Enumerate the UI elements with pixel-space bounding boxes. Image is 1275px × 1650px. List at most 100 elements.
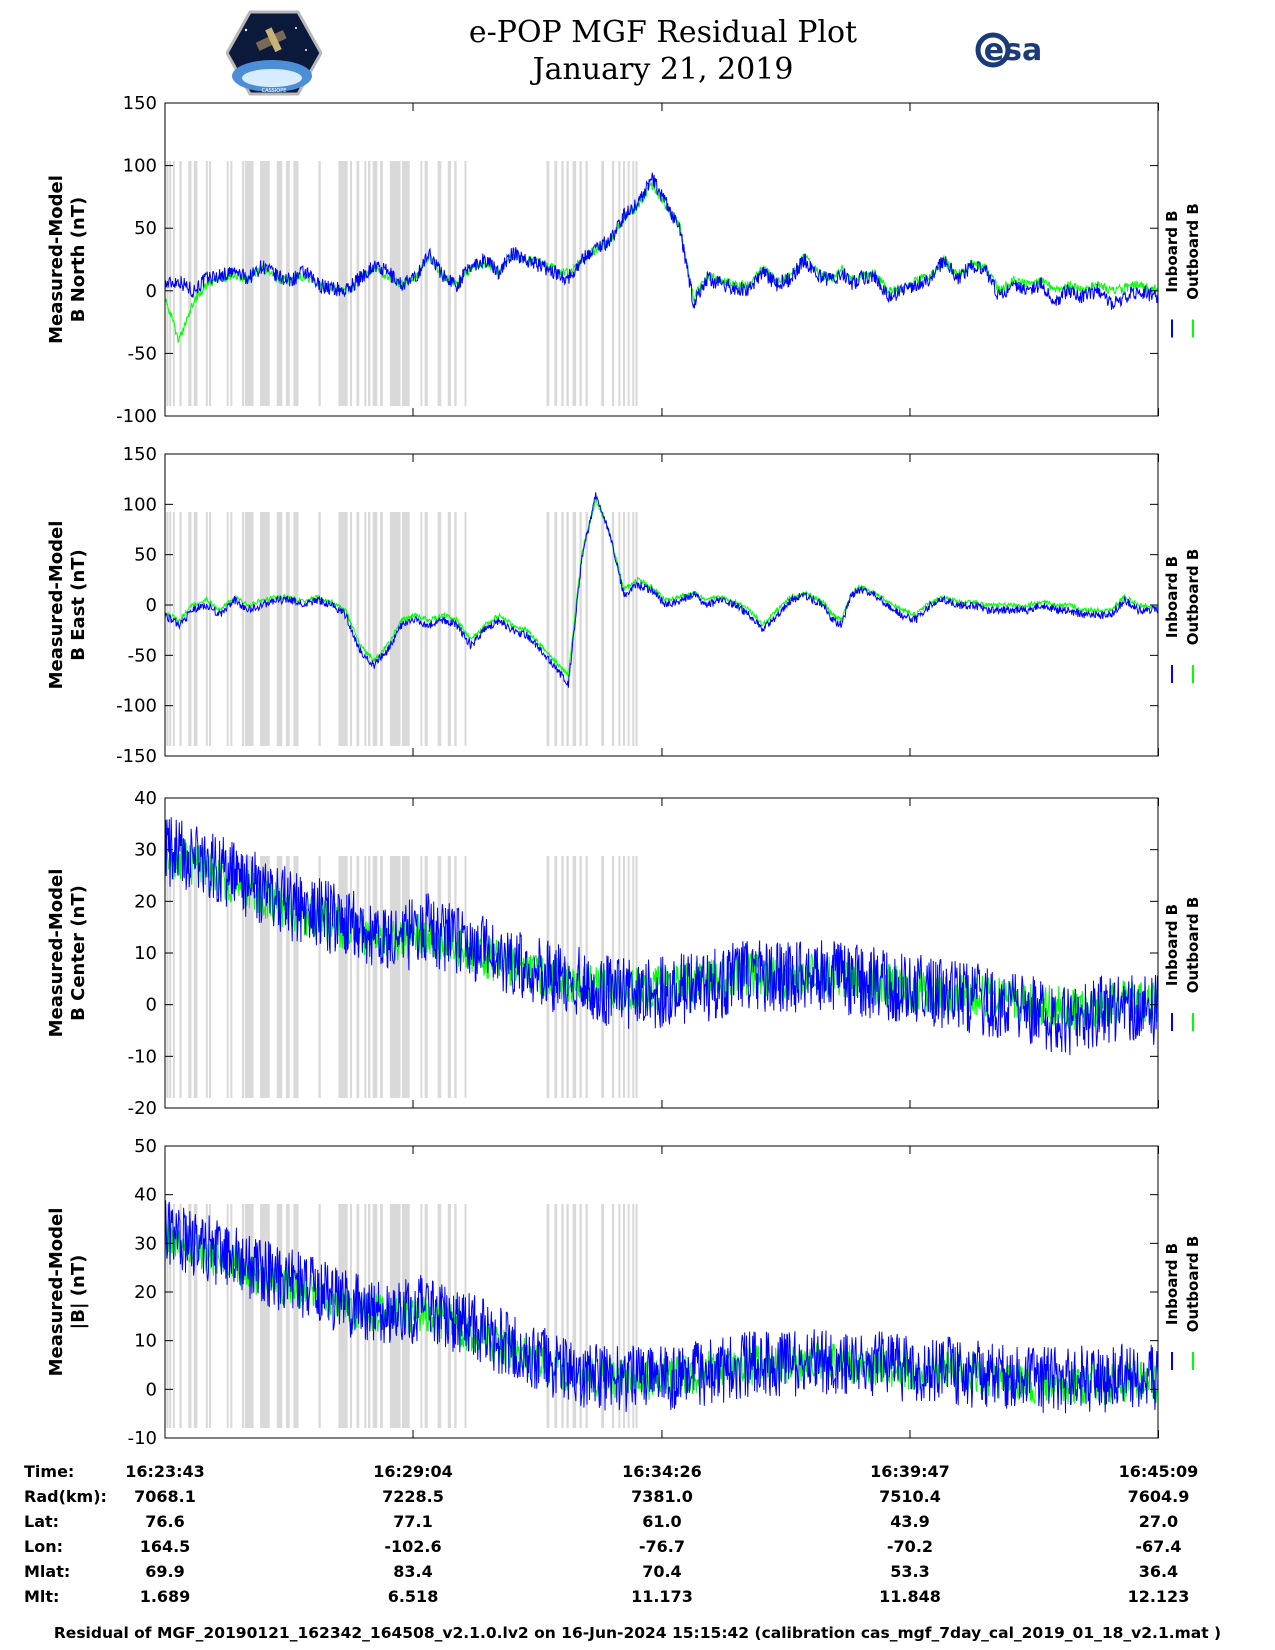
info-cell: 6.518: [387, 1587, 439, 1606]
data-gap-band: [172, 1204, 175, 1428]
y-tick-label: -50: [128, 645, 157, 666]
data-gap-band: [623, 512, 626, 746]
y-tick-label: 100: [123, 156, 157, 177]
data-gap-band: [356, 856, 360, 1098]
info-cell: 76.6: [145, 1512, 185, 1531]
legend-outboard-label: Outboard B: [1184, 1236, 1202, 1333]
data-gap-band: [632, 856, 635, 1098]
data-gap-band: [368, 512, 371, 746]
data-gap-band: [338, 1204, 348, 1428]
data-gap-band: [579, 161, 582, 406]
data-gap-band: [635, 512, 638, 746]
data-gap-band: [554, 1204, 558, 1428]
info-row-label: Mlat:: [24, 1562, 71, 1581]
info-cell: -70.2: [886, 1537, 934, 1556]
data-gap-band: [372, 161, 378, 406]
y-tick-label: 150: [123, 93, 157, 114]
data-gap-band: [424, 161, 428, 406]
data-gap-band: [561, 512, 564, 746]
data-gap-band: [554, 512, 558, 746]
data-gap-band: [618, 512, 621, 746]
data-gap-band: [226, 512, 229, 746]
y-tick-label: 20: [134, 1282, 157, 1303]
data-gap-band: [356, 512, 360, 746]
info-cell: 83.4: [393, 1562, 433, 1581]
info-cell: 1.689: [139, 1587, 191, 1606]
data-gap-band: [566, 512, 569, 746]
axes-frame: [164, 797, 1159, 1109]
legend-outboard-label: Outboard B: [1184, 549, 1202, 646]
info-cell: 61.0: [642, 1512, 682, 1531]
data-gap-band: [244, 1204, 254, 1428]
y-tick-label: 0: [146, 595, 157, 616]
y-axis-label-line: Measured-Model: [46, 521, 67, 690]
data-gap-band: [618, 1204, 621, 1428]
data-gap-band: [244, 856, 254, 1098]
data-gap-band: [566, 161, 569, 406]
y-axis-label-line: Measured-Model: [46, 1208, 67, 1377]
info-cell: 11.848: [879, 1587, 941, 1606]
data-gap-band: [635, 161, 638, 406]
data-gap-band: [368, 161, 371, 406]
y-tick-label: 30: [134, 840, 157, 861]
data-gap-band: [389, 512, 401, 746]
data-gap-band: [364, 512, 367, 746]
y-axis-label-line: Measured-Model: [46, 175, 67, 344]
data-gap-band: [424, 512, 428, 746]
data-gap-band: [241, 512, 244, 746]
y-tick-label: 100: [123, 494, 157, 515]
data-gap-band: [401, 512, 410, 746]
y-axis-label: Measured-ModelB Center (nT): [46, 869, 89, 1038]
outboard-series-line: [164, 182, 1159, 344]
data-gap-band: [276, 512, 283, 746]
chart-title: e-POP MGF Residual Plot: [468, 15, 858, 50]
cassiope-logo-text: CASSIOPE: [262, 88, 287, 94]
y-tick-label: 0: [146, 1379, 157, 1400]
data-gap-band: [572, 1204, 577, 1428]
data-gap-band: [244, 512, 254, 746]
data-gap-band: [464, 856, 467, 1098]
outboard-series-line: [164, 498, 1159, 678]
y-tick-label: 10: [134, 943, 157, 964]
data-gap-band: [627, 1204, 630, 1428]
data-gap-band: [611, 512, 615, 746]
data-gap-band: [464, 512, 467, 746]
inboard-series-line: [164, 817, 1159, 1056]
legend-inboard-label: Inboard B: [1163, 904, 1181, 986]
data-gap-band: [579, 512, 582, 746]
data-gap-band: [364, 161, 367, 406]
y-tick-label: 40: [134, 788, 157, 809]
data-gap-band: [169, 1204, 172, 1428]
data-gap-band: [318, 512, 321, 746]
data-gap-band: [226, 1204, 229, 1428]
data-gap-band: [364, 856, 367, 1098]
data-gap-band: [447, 512, 452, 746]
data-gap-band: [241, 1204, 244, 1428]
info-row-label: Lat:: [24, 1512, 60, 1531]
data-gap-band: [193, 512, 198, 746]
data-gap-band: [172, 856, 175, 1098]
info-cell: 16:34:26: [622, 1462, 702, 1481]
data-gap-band: [420, 161, 423, 406]
data-gap-band: [380, 161, 383, 406]
inboard-series-line: [164, 172, 1159, 310]
panel-2: -150 -100 -50 0 50 100 150 Measured-ModelB East…: [46, 444, 1202, 767]
legend-inboard-label: Inboard B: [1163, 1243, 1181, 1325]
data-gap-band: [349, 1204, 352, 1428]
data-gap-band: [205, 856, 208, 1098]
data-gap-band: [226, 161, 229, 406]
data-gap-band: [585, 161, 588, 406]
panel-1: -100 -50 0 50 100 150 Measured-ModelB North (n…: [46, 93, 1202, 427]
data-gap-band: [554, 161, 558, 406]
axes-frame: [164, 102, 1159, 417]
data-gap-band: [601, 161, 605, 406]
info-cell: -76.7: [638, 1537, 686, 1556]
info-cell: 16:29:04: [373, 1462, 453, 1481]
data-gap-band: [169, 161, 172, 406]
info-cell: 7381.0: [631, 1487, 693, 1506]
y-axis-label: Measured-ModelB North (nT): [46, 175, 89, 344]
data-gap-band: [318, 856, 321, 1098]
data-gap-band: [260, 161, 270, 406]
info-cell: 77.1: [393, 1512, 433, 1531]
data-gap-band: [618, 161, 621, 406]
